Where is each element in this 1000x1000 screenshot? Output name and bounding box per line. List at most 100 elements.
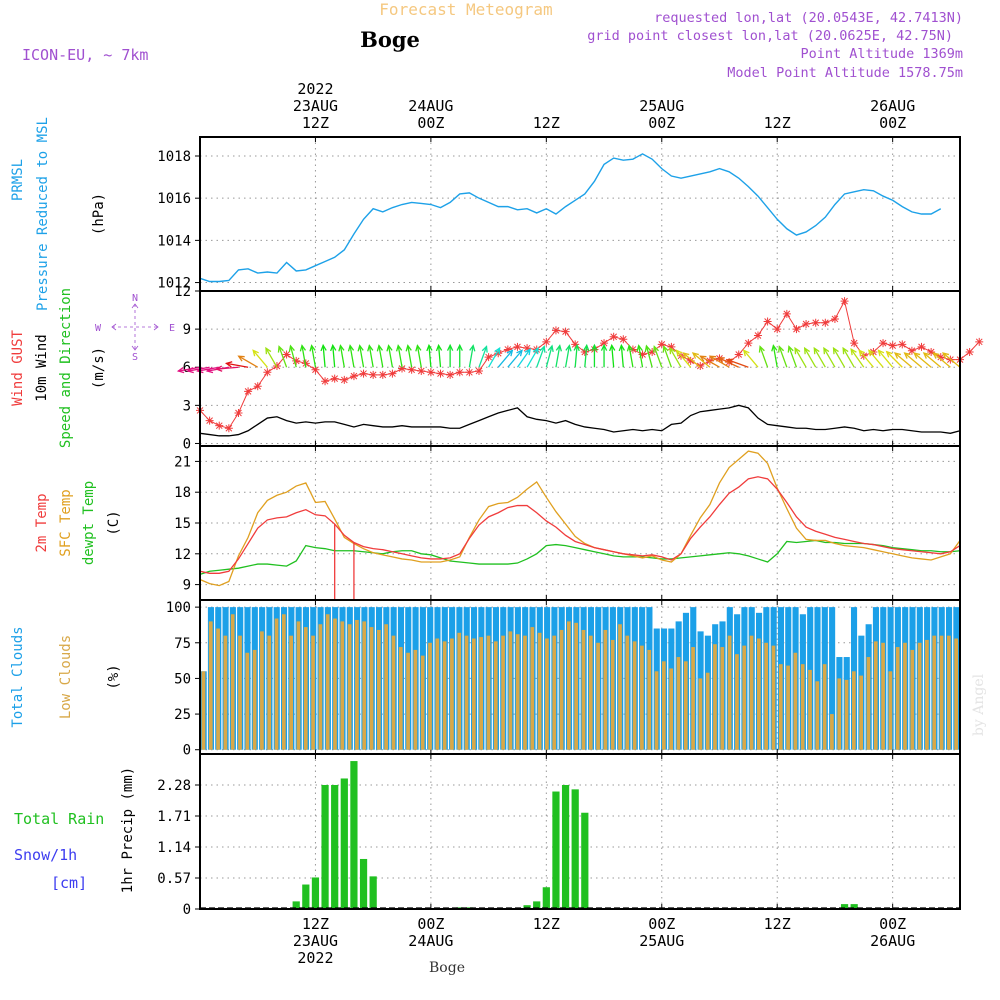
wind-direction-arrow (310, 345, 317, 368)
bottom-time-label: 26AUG (870, 932, 915, 950)
low-cloud-bar (493, 641, 498, 750)
wind-direction-arrow (894, 352, 913, 368)
wind-direction-arrow (332, 345, 336, 368)
total-cloud-bar (829, 607, 836, 750)
wind-direction-arrow (536, 346, 545, 368)
rain-bar (542, 887, 550, 909)
snow-unit-label: [cm] (51, 874, 87, 892)
gust-marker (840, 297, 849, 306)
gust-marker (696, 361, 705, 370)
gust-marker (523, 344, 532, 353)
wind-direction-arrow (832, 347, 846, 368)
wind-direction-arrow (278, 346, 288, 368)
low-cloud-bar (830, 714, 834, 750)
y-tick-label: 12 (174, 284, 191, 300)
gust-marker (542, 337, 551, 346)
axis-title: 10m Wind (34, 334, 50, 401)
gust-marker (600, 339, 609, 348)
wind-arrowhead (224, 361, 233, 368)
wind-arrowhead (506, 349, 514, 357)
bottom-time-label: 25AUG (639, 932, 684, 950)
top-time-label: 00Z (648, 114, 675, 132)
rain-bar (359, 858, 368, 909)
rain-bar (850, 904, 858, 909)
wind-arrowhead (742, 349, 750, 357)
low-cloud-bar (296, 621, 301, 750)
gust-marker (907, 346, 916, 355)
low-cloud-bar (742, 645, 747, 750)
compass-east: E (169, 323, 175, 334)
wind-direction-arrow (653, 346, 663, 368)
gust-marker (705, 356, 714, 365)
wind-direction-arrow (265, 347, 278, 368)
snow-legend-label: Snow/1h (14, 846, 77, 864)
wind-arrowhead (771, 344, 778, 352)
axis-title: (C) (106, 510, 122, 535)
low-cloud-bar (523, 635, 527, 750)
wind-arrowhead (252, 349, 259, 357)
gust-marker (484, 353, 493, 362)
wind-arrowhead (913, 352, 921, 359)
low-cloud-bar (501, 635, 505, 750)
wind-arrowhead (277, 345, 284, 353)
rain-bar (533, 901, 541, 909)
gust-marker (369, 370, 378, 379)
wind-direction-arrow (886, 351, 903, 368)
wind-arrowhead (903, 352, 911, 359)
low-cloud-bar (376, 629, 381, 750)
wind-arrowhead (435, 343, 443, 352)
low-cloud-bar (844, 679, 849, 750)
gust-marker (253, 382, 262, 391)
wind-direction-arrow (904, 352, 922, 368)
wind-direction-arrow (507, 349, 523, 368)
axis-title: Wind GUST (10, 330, 26, 406)
wind-direction-arrow (611, 345, 615, 368)
gust-marker (763, 317, 772, 326)
wind-arrowhead (803, 346, 811, 355)
gust-marker (359, 369, 368, 378)
gust-marker (936, 353, 945, 362)
wind-arrowhead (176, 367, 185, 374)
panel-1: 1012 1014 1016 1018 PRMSL Pressure Reduced to… (10, 117, 961, 311)
wind-arrowhead (644, 344, 651, 352)
low-cloud-bar (632, 641, 637, 750)
rain-bar (561, 785, 570, 909)
gust-marker (619, 335, 628, 344)
low-cloud-bar (683, 661, 688, 750)
wind-direction-arrow (407, 345, 413, 368)
wind-direction-arrow (942, 352, 961, 368)
wind-direction-arrow (878, 349, 894, 368)
compass-cross (112, 304, 158, 350)
gust-marker (830, 314, 839, 323)
low-cloud-bar (815, 681, 820, 750)
wind-direction-arrow (378, 345, 384, 368)
wind-arrowhead (823, 346, 830, 355)
gust-marker (205, 416, 214, 425)
gust-marker (292, 356, 301, 365)
low-cloud-bar (245, 652, 250, 750)
rain-bar (523, 905, 531, 909)
wind-direction-arrow (645, 345, 653, 368)
gust-marker (965, 347, 974, 356)
wind-direction-arrow (794, 347, 807, 368)
wind-direction-arrow (850, 348, 865, 368)
top-time-label: 25AUG (639, 97, 684, 115)
y-tick-label: 100 (166, 600, 191, 616)
axis-title: (m/s) (91, 347, 107, 389)
wind-direction-arrow (339, 345, 345, 368)
low-cloud-bar (457, 632, 462, 750)
wind-arrowhead (456, 343, 463, 351)
low-cloud-bar (691, 647, 695, 750)
low-cloud-bar (398, 647, 403, 750)
y-tick-label: 6 (183, 360, 191, 376)
low-cloud-bar (640, 645, 644, 750)
panel-3: 9 12 15 18 21 2m Temp SFC Temp dewpt Temp (C) (34, 445, 961, 601)
low-cloud-bar (859, 675, 863, 750)
wind-arrowhead (942, 352, 950, 359)
gust-marker (426, 368, 435, 377)
y-tick-label: 1018 (157, 149, 191, 165)
low-cloud-bar (822, 664, 827, 750)
wind-direction-arrow (301, 345, 307, 368)
gust-marker (494, 349, 503, 358)
low-cloud-bar (661, 661, 666, 750)
